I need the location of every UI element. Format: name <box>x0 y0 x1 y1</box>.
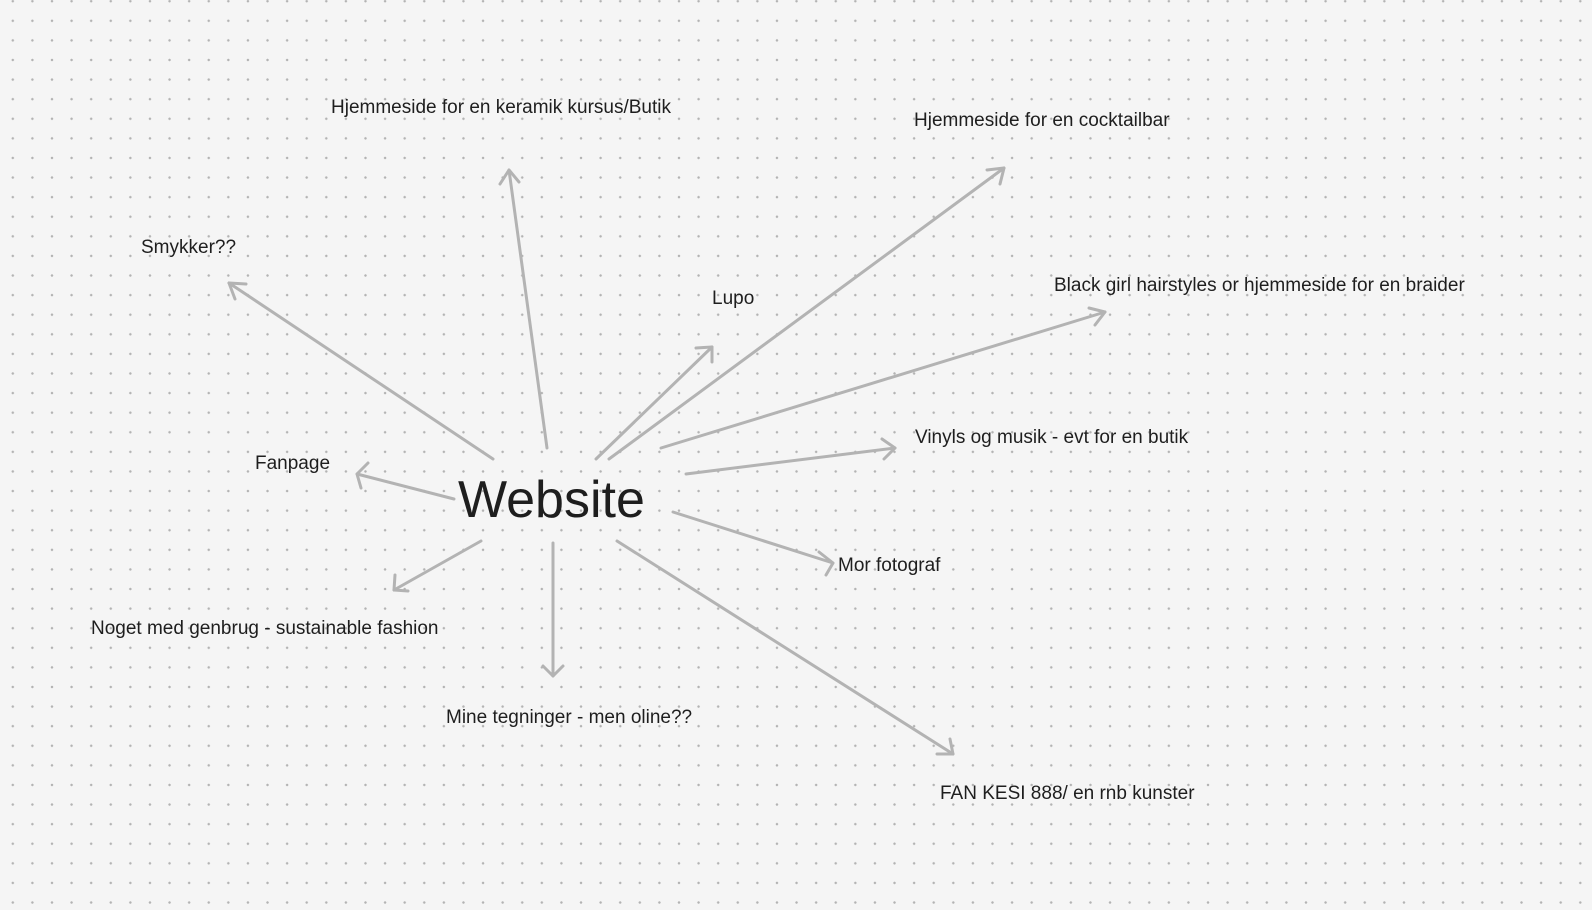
idea-braider[interactable]: Black girl hairstyles or hjemmeside for … <box>1054 275 1465 296</box>
idea-keramik[interactable]: Hjemmeside for en keramik kursus/Butik <box>331 97 671 118</box>
arrow-to-fotograf[interactable] <box>671 510 835 577</box>
arrow-to-lupo[interactable] <box>594 345 714 461</box>
arrow-to-smykker[interactable] <box>227 281 495 461</box>
idea-fotograf[interactable]: Mor fotograf <box>838 555 941 576</box>
idea-tegninger[interactable]: Mine tegninger - men oline?? <box>446 707 693 728</box>
central-topic[interactable]: Website <box>458 471 645 529</box>
idea-fan-kesi[interactable]: FAN KESI 888/ en rnb kunster <box>940 783 1195 804</box>
idea-vinyls[interactable]: Vinyls og musik - evt for en butik <box>915 427 1189 448</box>
idea-genbrug[interactable]: Noget med genbrug - sustainable fashion <box>91 618 439 639</box>
idea-smykker[interactable]: Smykker?? <box>141 237 237 258</box>
idea-cocktailbar[interactable]: Hjemmeside for en cocktailbar <box>914 110 1170 131</box>
arrow-to-fanpage[interactable] <box>355 461 456 501</box>
idea-fanpage[interactable]: Fanpage <box>255 453 331 474</box>
arrow-to-tegninger[interactable] <box>541 541 565 678</box>
arrow-to-genbrug[interactable] <box>392 539 483 593</box>
arrow-to-keramik[interactable] <box>498 168 549 450</box>
idea-lupo[interactable]: Lupo <box>712 288 755 309</box>
arrow-to-vinyls[interactable] <box>684 437 897 476</box>
arrow-to-cocktailbar[interactable] <box>607 166 1006 461</box>
